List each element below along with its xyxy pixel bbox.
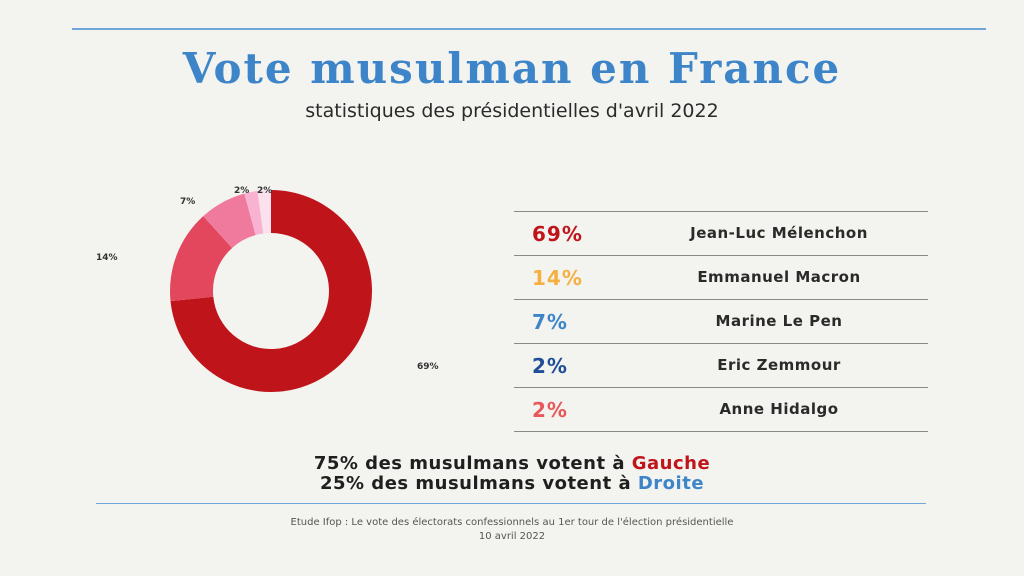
- slice-label: 69%: [417, 362, 439, 372]
- legend-row: 14% Emmanuel Macron: [514, 255, 928, 299]
- donut-slice: [244, 190, 264, 236]
- top-divider: [72, 28, 986, 30]
- source-date: 10 avril 2022: [478, 531, 546, 542]
- conclusion-left-text: 75% des musulmans votent à: [313, 453, 632, 474]
- conclusion-left: 75% des musulmans votent à Gauche: [0, 453, 1024, 474]
- legend-percent: 2%: [532, 398, 568, 422]
- source-note: Etude Ifop : Le vote des électorats conf…: [290, 517, 734, 528]
- legend-percent: 14%: [532, 266, 583, 290]
- bottom-divider: [96, 503, 926, 504]
- page-title: Vote musulman en France: [182, 44, 842, 93]
- legend-candidate: Eric Zemmour: [717, 356, 841, 374]
- slice-label: 14%: [96, 253, 118, 263]
- keyword-gauche: Gauche: [631, 453, 711, 474]
- legend-percent: 2%: [532, 354, 568, 378]
- donut-slice: [170, 216, 233, 302]
- donut-slice: [257, 190, 271, 234]
- donut-slice: [203, 193, 256, 248]
- legend-row: 2% Eric Zemmour: [514, 343, 928, 387]
- conclusion-right: 25% des musulmans votent à Droite: [0, 473, 1024, 494]
- legend-row: 7% Marine Le Pen: [514, 299, 928, 343]
- page-subtitle: statistiques des présidentielles d'avril…: [305, 100, 719, 122]
- legend-candidate: Emmanuel Macron: [697, 268, 861, 286]
- legend-percent: 69%: [532, 222, 583, 246]
- slice-label: 7%: [180, 197, 195, 207]
- legend-table: 69% Jean-Luc Mélenchon 14% Emmanuel Macr…: [514, 211, 928, 432]
- conclusion-right-text: 25% des musulmans votent à: [319, 473, 638, 494]
- slice-label: 2%: [257, 186, 272, 196]
- legend-percent: 7%: [532, 310, 568, 334]
- keyword-droite: Droite: [637, 473, 705, 494]
- legend-candidate: Marine Le Pen: [715, 312, 843, 330]
- legend-row: 69% Jean-Luc Mélenchon: [514, 211, 928, 255]
- legend-candidate: Jean-Luc Mélenchon: [690, 224, 868, 242]
- donut-chart: 69% 14% 7% 2% 2%: [96, 186, 439, 392]
- legend-row: 2% Anne Hidalgo: [514, 387, 928, 432]
- slice-label: 2%: [234, 186, 249, 196]
- legend-candidate: Anne Hidalgo: [719, 400, 839, 418]
- donut-slice: [170, 190, 372, 392]
